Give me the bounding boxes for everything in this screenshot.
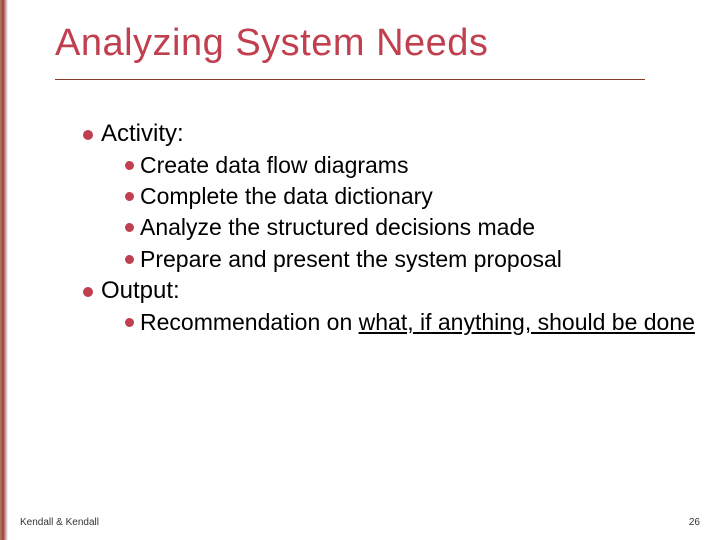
bullet-icon bbox=[125, 192, 134, 201]
sub-bullet-item: Analyze the structured decisions made bbox=[125, 212, 700, 243]
bullet-icon bbox=[125, 255, 134, 264]
bullet-icon bbox=[83, 287, 93, 297]
bullet-text: Create data flow diagrams bbox=[140, 150, 408, 181]
horizontal-rule bbox=[55, 79, 645, 80]
bullet-text: Output: bbox=[101, 275, 180, 307]
slide-container: Analyzing System Needs Activity: Create … bbox=[0, 0, 720, 540]
bullet-item-output: Output: bbox=[83, 275, 700, 307]
bullet-text-rich: Recommendation on what, if anything, sho… bbox=[140, 307, 695, 338]
sub-bullet-item: Recommendation on what, if anything, sho… bbox=[125, 307, 700, 338]
slide-title: Analyzing System Needs bbox=[55, 22, 700, 65]
sub-bullet-item: Prepare and present the system proposal bbox=[125, 244, 700, 275]
bullet-icon bbox=[83, 130, 93, 140]
bullet-text: Analyze the structured decisions made bbox=[140, 212, 535, 243]
sub-bullet-item: Create data flow diagrams bbox=[125, 150, 700, 181]
bullet-text: Prepare and present the system proposal bbox=[140, 244, 562, 275]
footer-author: Kendall & Kendall bbox=[20, 517, 99, 528]
bullet-text: Activity: bbox=[101, 118, 184, 150]
footer-page-number: 26 bbox=[689, 517, 700, 528]
text-underlined: what, if anything, should be done bbox=[359, 309, 695, 335]
sub-bullet-item: Complete the data dictionary bbox=[125, 181, 700, 212]
bullet-icon bbox=[125, 318, 134, 327]
content-area: Activity: Create data flow diagrams Comp… bbox=[55, 118, 700, 338]
bullet-item-activity: Activity: bbox=[83, 118, 700, 150]
text-prefix: Recommendation on bbox=[140, 309, 359, 335]
bullet-icon bbox=[125, 161, 134, 170]
bullet-text: Complete the data dictionary bbox=[140, 181, 433, 212]
bullet-icon bbox=[125, 223, 134, 232]
